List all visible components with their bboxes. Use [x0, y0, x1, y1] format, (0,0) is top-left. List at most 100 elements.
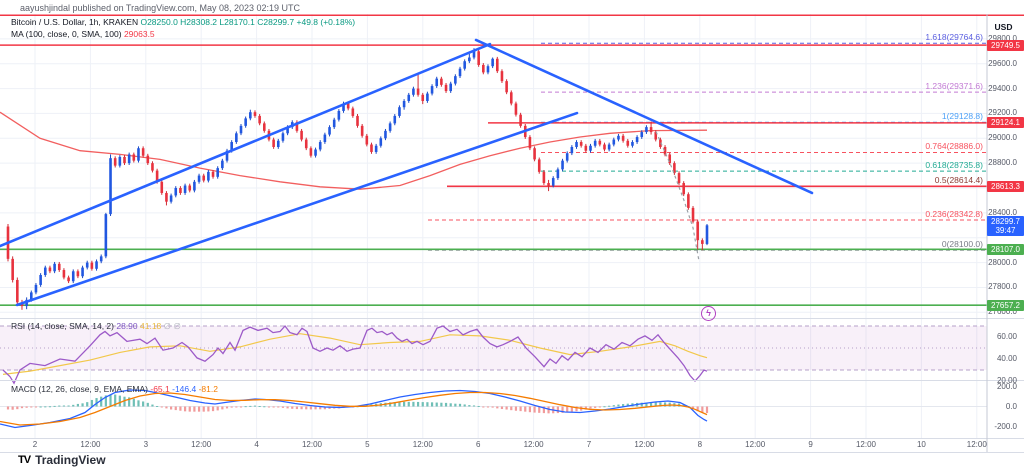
candle-body: [118, 156, 122, 166]
candle-body: [435, 78, 439, 87]
rsi-tick-label: 40.00: [996, 354, 1017, 363]
candle-body: [99, 256, 103, 262]
price-tick-label: 29000.0: [988, 133, 1017, 143]
candle-body: [430, 86, 434, 94]
candle-body: [34, 284, 38, 293]
candle-body: [235, 133, 238, 143]
ohlc-high: H28308.2: [180, 17, 218, 27]
candle-body: [342, 103, 345, 111]
ohlc-low: L28170.1: [219, 17, 255, 27]
macd-hist-bar: [211, 406, 215, 412]
fib-level-label: 0.236(28342.8): [925, 208, 983, 219]
tradingview-watermark[interactable]: TV TradingView: [18, 453, 106, 467]
candle-body: [388, 123, 392, 131]
ma100-line: [0, 111, 708, 190]
candle-body: [165, 192, 168, 202]
macd-hist-bar: [20, 406, 24, 409]
macd-hist-bar: [30, 406, 33, 408]
macd-line-value: -146.4: [172, 384, 197, 394]
macd-hist-bar: [244, 406, 247, 408]
macd-hist-bar: [556, 406, 559, 414]
candle-body: [421, 94, 425, 102]
time-tick-label: 4: [254, 440, 259, 449]
macd-hist-bar: [398, 401, 401, 407]
macd-hist-bar: [207, 406, 210, 412]
macd-hist-bar: [160, 406, 163, 408]
candle-body: [537, 159, 541, 172]
macd-hist-bar: [235, 406, 238, 408]
macd-hist-bar: [281, 406, 285, 408]
candle-body: [454, 76, 457, 84]
time-tick-label: 7: [586, 440, 592, 449]
candle-body: [668, 154, 672, 164]
macd-hist-bar: [230, 406, 233, 408]
macd-hist-bar: [146, 402, 149, 407]
candle-body: [519, 114, 522, 126]
candle-body: [109, 158, 112, 215]
macd-hist-bar: [524, 406, 527, 412]
macd-hist-bar: [701, 406, 704, 413]
macd-hist-bar: [90, 399, 93, 407]
candle-body: [113, 158, 117, 166]
macd-hist-bar: [286, 406, 289, 409]
candle-body: [533, 148, 536, 160]
macd-hist-bar: [323, 406, 326, 410]
macd-hist-bar: [137, 400, 140, 407]
macd-hist-bar: [239, 406, 243, 408]
channel-upper-trendline: [0, 42, 492, 248]
macd-hist-bar: [403, 401, 406, 407]
candle-body: [486, 66, 490, 73]
macd-hist-bar: [258, 406, 261, 408]
candle-body: [514, 103, 518, 115]
macd-hist-bar: [300, 406, 303, 410]
rsi-value: 28.90: [116, 321, 138, 331]
macd-hist-bar: [496, 406, 499, 409]
candle-body: [440, 78, 443, 85]
candle-body: [570, 146, 574, 154]
candle-body: [705, 225, 709, 244]
macd-hist-bar: [76, 403, 79, 407]
candle-body: [53, 263, 56, 272]
macd-hist-bar: [151, 404, 154, 407]
macd-hist-bar: [705, 406, 709, 414]
fib-level-label: 0.5(28614.4): [934, 175, 983, 186]
macd-hist-bar: [25, 406, 28, 408]
tradingview-logo-icon: TV: [18, 454, 31, 466]
candle-body: [468, 57, 471, 62]
candle-body: [132, 154, 136, 161]
rsi-ma-value: 41.18: [140, 321, 162, 331]
macd-tick-label: 0.0: [1005, 401, 1017, 411]
macd-hist-bar: [533, 406, 536, 413]
time-tick-label: 2: [32, 440, 38, 449]
candle-body: [155, 170, 159, 182]
macd-hist-bar: [267, 406, 271, 408]
price-tick-label: 28000.0: [988, 257, 1017, 267]
candle-body: [276, 140, 280, 147]
candle-body: [360, 125, 364, 136]
fib-level-label: 1(29128.8): [941, 111, 983, 122]
candle-body: [645, 127, 648, 133]
candle-body: [169, 195, 173, 202]
candle-body: [528, 137, 532, 149]
time-tick-label: 8: [697, 440, 703, 449]
macd-hist-bar: [305, 406, 308, 410]
macd-hist-bar: [249, 405, 252, 407]
candle-body: [659, 139, 662, 147]
macd-hist-bar: [225, 406, 229, 409]
macd-signal-value: -81.2: [198, 384, 218, 394]
macd-hist-bar: [58, 405, 61, 407]
macd-hist-bar: [458, 403, 462, 407]
candle-body: [67, 277, 70, 282]
macd-line: [0, 389, 708, 429]
candle-body: [43, 267, 47, 276]
candle-body: [365, 135, 369, 145]
candle-body: [551, 178, 555, 186]
macd-hist-bar: [295, 406, 299, 410]
candle-body: [30, 292, 33, 300]
macd-hist-bar: [221, 406, 224, 410]
macd-hist-bar: [263, 406, 266, 408]
symbol-title: Bitcoin / U.S. Dollar, 1h, KRAKEN: [11, 17, 139, 27]
candle-body: [631, 142, 634, 146]
